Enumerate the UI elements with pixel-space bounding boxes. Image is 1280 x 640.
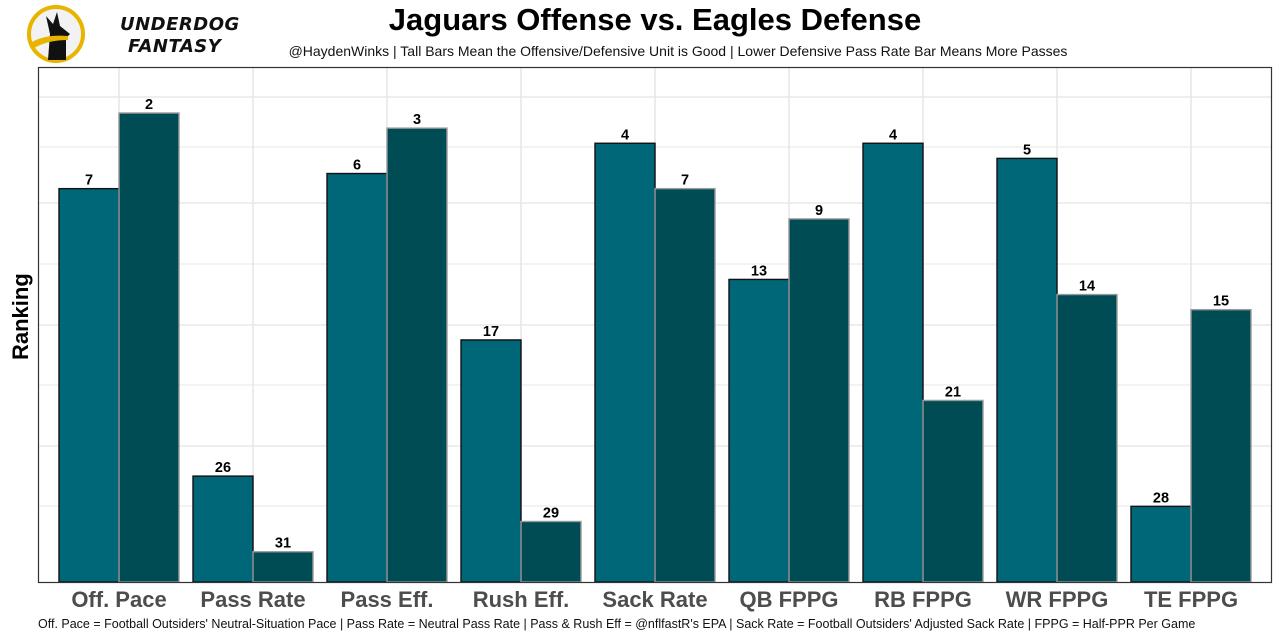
x-tick-label: TE FPPG	[1144, 587, 1238, 612]
data-label: 17	[483, 324, 499, 340]
bar-defense-rush-eff-	[520, 520, 582, 583]
bar-defense-sack-rate	[654, 187, 716, 583]
chart-title: Jaguars Offense vs. Eagles Defense	[388, 2, 922, 37]
bar-offense-pass-eff-	[326, 172, 388, 583]
x-tick-label: Rush Eff.	[473, 587, 570, 612]
data-label: 14	[1079, 279, 1095, 295]
x-tick-label: Sack Rate	[602, 587, 707, 612]
data-label: 3	[413, 112, 421, 128]
dog-silhouette-icon	[27, 5, 85, 63]
x-tick-label: RB FPPG	[874, 587, 972, 612]
data-label: 5	[1023, 142, 1031, 158]
bar-defense-pass-eff-	[386, 127, 448, 583]
data-label: 6	[353, 158, 361, 174]
chart-caption: Off. Pace = Football Outsiders' Neutral-…	[38, 617, 1196, 631]
bar-offense-te-fppg	[1130, 505, 1192, 583]
x-tick-labels: Off. Pace Pass Rate Pass Eff. Rush Eff. Sack…	[71, 587, 1238, 612]
data-label: 31	[275, 536, 291, 552]
data-label: 2	[145, 97, 153, 113]
x-tick-label: QB FPPG	[739, 587, 838, 612]
x-tick-label: Pass Rate	[200, 587, 305, 612]
data-label: 9	[815, 203, 823, 219]
bars	[58, 112, 1252, 583]
chart-subtitle: @HaydenWinks | Tall Bars Mean the Offens…	[288, 43, 1068, 59]
data-label: 28	[1153, 490, 1169, 506]
data-label: 21	[945, 384, 961, 400]
bar-defense-off-pace	[118, 112, 180, 583]
data-label: 4	[621, 127, 629, 143]
bar-defense-rb-fppg	[922, 399, 984, 583]
data-label: 7	[85, 173, 93, 189]
bar-offense-rb-fppg	[862, 142, 924, 583]
data-labels: 7 2 26 31 6 3 17 29 4 7 13 9 4 21 5 14 28 15	[85, 97, 1229, 552]
bar-offense-pass-rate	[192, 475, 254, 583]
data-label: 29	[543, 505, 559, 521]
x-tick-label: Off. Pace	[71, 587, 166, 612]
plot-panel-border	[37, 66, 1273, 584]
bar-offense-qb-fppg	[728, 278, 790, 583]
data-label: 26	[215, 460, 231, 476]
logo-text-line1: UNDERDOG	[120, 14, 240, 35]
bar-defense-qb-fppg	[788, 218, 850, 583]
data-label: 13	[751, 263, 767, 279]
x-tick-label: WR FPPG	[1006, 587, 1109, 612]
bar-offense-wr-fppg	[996, 157, 1058, 583]
underdog-fantasy-logo: UNDERDOG FANTASY	[26, 4, 239, 64]
x-tick-label: Pass Eff.	[341, 587, 434, 612]
bar-offense-sack-rate	[594, 142, 656, 583]
logo-text-line2: FANTASY	[128, 36, 222, 57]
bar-defense-te-fppg	[1190, 308, 1252, 583]
data-label: 4	[889, 127, 897, 143]
bar-offense-rush-eff-	[460, 339, 522, 583]
data-label: 15	[1213, 294, 1229, 310]
bar-defense-pass-rate	[252, 551, 314, 583]
bar-defense-wr-fppg	[1056, 293, 1118, 583]
data-label: 7	[681, 173, 689, 189]
bar-offense-off-pace	[58, 187, 120, 583]
